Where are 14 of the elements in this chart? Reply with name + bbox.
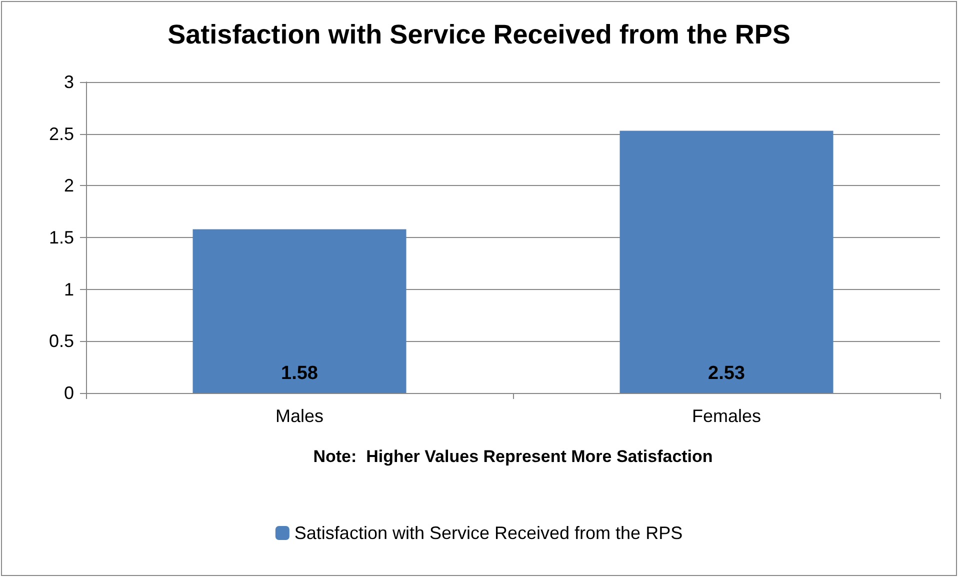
- y-tick-label: 1.5: [48, 228, 74, 248]
- x-axis-title: Note: Higher Values Represent More Satisfaction: [313, 447, 713, 466]
- y-tick-label: 3: [64, 72, 74, 92]
- legend-label: Satisfaction with Service Received from the RPS: [294, 523, 683, 543]
- y-tick-label: 1: [64, 279, 74, 300]
- y-tick-label: 2.5: [48, 124, 74, 144]
- x-tick-label: Females: [692, 406, 762, 426]
- data-label: 2.53: [708, 363, 745, 384]
- y-tick-label: 0.5: [48, 331, 74, 352]
- x-tick-label: Males: [275, 406, 324, 426]
- y-tick-label: 0: [64, 383, 74, 403]
- data-label: 1.58: [281, 363, 318, 384]
- y-tick-label: 2: [64, 176, 74, 196]
- chart-title: Satisfaction with Service Received from the RPS: [168, 20, 790, 50]
